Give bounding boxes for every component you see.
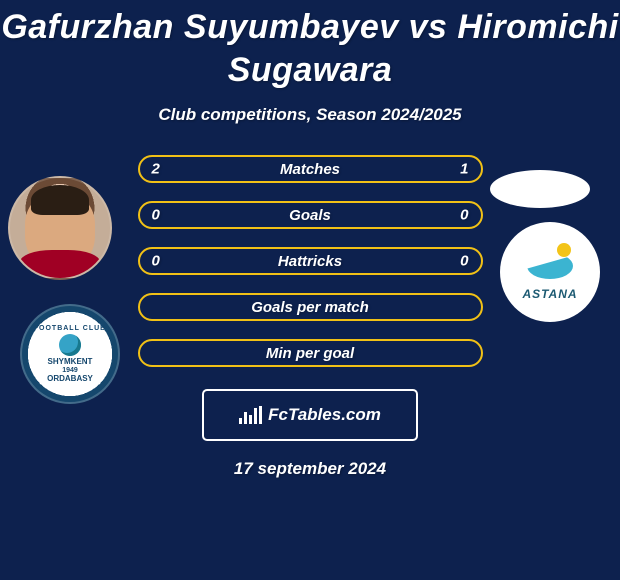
stat-label: Goals [289,207,331,224]
title: Gafurzhan Suyumbayev vs Hiromichi Sugawa… [0,6,620,91]
wave-sun-icon [527,243,573,285]
stat-left-value: 0 [152,253,160,270]
stat-label: Min per goal [266,345,354,362]
stat-row-hattricks: 0 Hattricks 0 [138,247,483,275]
stat-right-value: 1 [460,161,468,178]
right-player-placeholder [490,170,590,208]
ball-icon [59,334,81,356]
stat-row-goals-per-match: Goals per match [138,293,483,321]
right-club-logo: ASTANA [500,222,600,322]
left-club-top: FOOTBALL CLUB [34,325,107,333]
stat-left-value: 2 [152,161,160,178]
footer-box[interactable]: FcTables.com [202,389,418,441]
stat-row-min-per-goal: Min per goal [138,339,483,367]
stat-right-value: 0 [460,253,468,270]
stat-row-matches: 2 Matches 1 [138,155,483,183]
stat-label: Goals per match [251,299,369,316]
left-club-logo: FOOTBALL CLUB SHYMKENT 1949 ORDABASY [20,304,120,404]
subtitle: Club competitions, Season 2024/2025 [158,105,461,125]
left-player-photo [8,176,112,280]
right-club-name: ASTANA [522,287,577,301]
comparison-card: Gafurzhan Suyumbayev vs Hiromichi Sugawa… [0,0,620,580]
footer-label: FcTables.com [268,405,381,425]
stat-right-value: 0 [460,207,468,224]
stat-left-value: 0 [152,207,160,224]
stat-label: Matches [280,161,340,178]
barchart-icon [239,406,262,424]
left-club-name: ORDABASY [34,375,107,384]
left-club-city: SHYMKENT [34,358,107,367]
stat-row-goals: 0 Goals 0 [138,201,483,229]
date: 17 september 2024 [234,459,386,479]
stat-label: Hattricks [278,253,342,270]
